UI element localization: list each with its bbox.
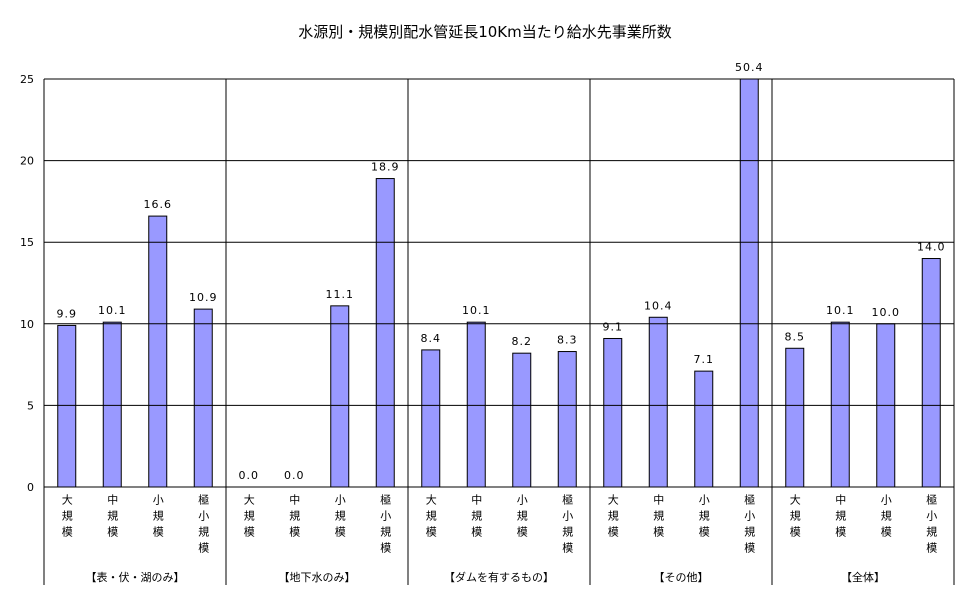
data-label: 8.2 — [512, 335, 533, 348]
x-tick-label: 大規模 — [606, 493, 619, 542]
x-tick-label: 大規模 — [242, 493, 255, 542]
x-tick-label: 極小規模 — [561, 493, 574, 558]
x-tick-label: 極小規模 — [925, 493, 938, 558]
bar — [330, 305, 350, 487]
bar — [375, 178, 395, 487]
x-tick-label: 極小規模 — [743, 493, 756, 558]
y-tick-label: 20 — [20, 155, 34, 168]
y-tick-label: 25 — [20, 73, 34, 86]
x-tick-label: 中規模 — [652, 494, 665, 542]
group-label: 【ダムを有するもの】 — [444, 570, 554, 584]
x-tick-label: 小規模 — [151, 494, 164, 542]
data-label: 8.4 — [421, 332, 442, 345]
x-tick-label: 大規模 — [424, 493, 437, 542]
group-label: 【地下水のみ】 — [279, 571, 356, 584]
bar — [512, 352, 532, 487]
data-label: 8.5 — [785, 330, 806, 343]
x-tick-label: 中規模 — [288, 494, 301, 542]
group-label: 【表・伏・湖のみ】 — [86, 570, 185, 584]
data-label: 16.6 — [144, 198, 173, 211]
bar — [648, 316, 668, 487]
data-label: 50.4 — [735, 61, 764, 74]
data-label: 10.1 — [98, 304, 127, 317]
x-tick-label: 中規模 — [834, 494, 847, 542]
x-tick-label: 極小規模 — [197, 493, 210, 558]
bar — [148, 215, 168, 487]
data-label: 0.0 — [284, 469, 305, 482]
data-label: 10.4 — [644, 299, 673, 312]
y-tick-label: 15 — [20, 236, 34, 249]
x-tick-label: 大規模 — [788, 493, 801, 542]
chart-title: 水源別・規模別配水管延長10Km当たり給水先事業所数 — [298, 23, 672, 41]
data-label: 18.9 — [371, 161, 400, 174]
data-label: 9.9 — [57, 307, 78, 320]
group-label: 【その他】 — [654, 571, 709, 584]
x-tick-label: 小規模 — [879, 494, 892, 542]
bar — [603, 337, 623, 487]
bar — [921, 258, 941, 487]
x-tick-label: 小規模 — [697, 494, 710, 542]
bar — [102, 321, 122, 487]
data-label: 14.0 — [917, 241, 946, 254]
bar — [466, 321, 486, 487]
data-label: 10.0 — [872, 306, 901, 319]
data-label: 0.0 — [239, 469, 260, 482]
data-label: 11.1 — [326, 288, 355, 301]
y-tick-label: 5 — [27, 399, 34, 412]
bar — [557, 351, 577, 487]
x-tick-label: 小規模 — [515, 494, 528, 542]
plot-area — [57, 79, 941, 487]
bar — [57, 324, 77, 487]
y-tick-label: 10 — [20, 318, 34, 331]
bar — [421, 349, 441, 487]
bar — [785, 347, 805, 487]
data-label: 7.1 — [694, 353, 715, 366]
bar — [694, 370, 714, 487]
bar — [830, 321, 850, 487]
x-tick-label: 大規模 — [60, 493, 73, 542]
data-label: 9.1 — [603, 320, 624, 333]
x-tick-label: 中規模 — [470, 494, 483, 542]
data-label: 10.1 — [826, 304, 855, 317]
data-label: 10.1 — [462, 304, 491, 317]
y-tick-label: 0 — [27, 481, 34, 494]
x-tick-label: 小規模 — [333, 494, 346, 542]
group-label: 【全体】 — [841, 570, 885, 584]
x-tick-label: 中規模 — [106, 494, 119, 542]
bar — [739, 79, 759, 487]
x-tick-label: 極小規模 — [379, 493, 392, 558]
data-label: 10.9 — [189, 291, 218, 304]
bar — [193, 308, 213, 487]
data-label: 8.3 — [557, 334, 578, 347]
